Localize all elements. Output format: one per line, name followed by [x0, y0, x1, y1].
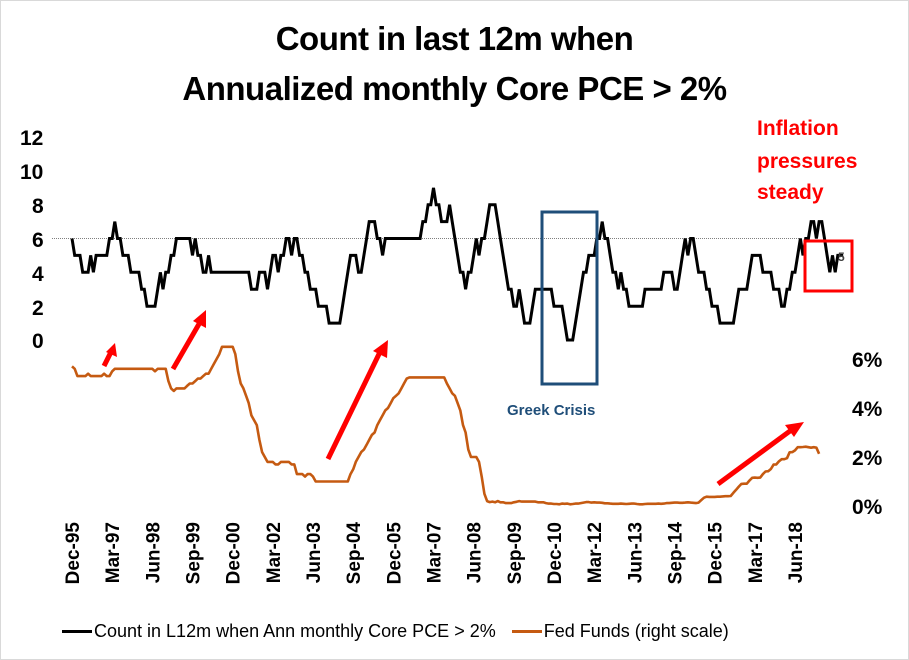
left-tick-label: 8 [32, 195, 44, 218]
x-tick-label: Sep-14 [666, 522, 687, 585]
x-tick-label: Jun-98 [143, 522, 164, 583]
chart-title-line-1: Count in last 12m when [275, 20, 634, 57]
legend-label: Count in L12m when Ann monthly Core PCE … [94, 621, 496, 641]
left-tick-label: 6 [32, 229, 44, 252]
x-tick-label: Sep-99 [184, 522, 205, 584]
arrow-up-icon [101, 343, 117, 368]
x-tick-label: Jun-13 [625, 522, 646, 583]
chart-title-line-2: Annualized monthly Core PCE > 2% [182, 70, 727, 107]
x-tick-label: Dec-05 [384, 522, 405, 585]
arrow-up-icon [716, 422, 804, 487]
right-tick-label: 0% [852, 496, 883, 519]
greek-crisis-label: Greek Crisis [507, 402, 595, 419]
legend-swatch-black [62, 630, 92, 633]
x-tick-label: Dec-95 [63, 522, 84, 585]
x-tick-label: Dec-10 [545, 522, 566, 584]
x-tick-label: Sep-09 [505, 522, 526, 584]
x-tick-label: Mar-17 [746, 522, 767, 583]
x-tick-label: Jun-08 [465, 522, 486, 583]
x-tick-label: Dec-00 [224, 522, 245, 584]
legend: Count in L12m when Ann monthly Core PCE … [62, 621, 745, 642]
x-tick-label: Dec-15 [706, 522, 727, 585]
series-line-count [70, 187, 844, 342]
right-axis: 6% 4% 2% 0% [852, 349, 883, 519]
legend-item-count: Count in L12m when Ann monthly Core PCE … [62, 621, 496, 642]
x-tick-label: Mar-02 [264, 522, 285, 583]
last-value-label: 5 [838, 250, 845, 264]
left-tick-label: 10 [20, 161, 43, 184]
left-axis: 12 10 8 6 4 2 0 [20, 127, 44, 353]
x-tick-label: Mar-12 [585, 522, 606, 583]
left-tick-label: 0 [32, 330, 44, 353]
x-tick-label: Jun-18 [786, 522, 807, 583]
latest-value-box [803, 239, 854, 293]
x-tick-label: Mar-97 [103, 522, 124, 583]
x-tick-label: Mar-07 [425, 522, 446, 583]
x-axis: Dec-95 Mar-97 Jun-98 Sep-99 Dec-00 Mar-02 Jun-… [63, 522, 807, 585]
left-tick-label: 2 [32, 297, 44, 320]
inflation-note-line-2: pressures [757, 150, 857, 173]
legend-swatch-orange [511, 630, 542, 633]
greek-crisis-box [540, 210, 599, 386]
series-line-fed-funds [71, 345, 821, 506]
inflation-note-line-3: steady [757, 181, 824, 204]
x-tick-label: Sep-04 [344, 522, 365, 585]
legend-item-fed-funds: Fed Funds (right scale) [511, 621, 729, 642]
left-tick-label: 12 [20, 127, 43, 150]
legend-label: Fed Funds (right scale) [543, 621, 729, 641]
left-tick-label: 4 [32, 263, 44, 286]
trend-arrows [101, 310, 804, 487]
right-tick-label: 4% [852, 398, 883, 421]
arrow-up-icon [325, 340, 388, 461]
right-tick-label: 2% [852, 447, 883, 470]
x-tick-label: Jun-03 [304, 522, 325, 583]
inflation-note-line-1: Inflation [757, 117, 839, 140]
arrow-up-icon [170, 310, 206, 371]
right-tick-label: 6% [852, 349, 883, 372]
